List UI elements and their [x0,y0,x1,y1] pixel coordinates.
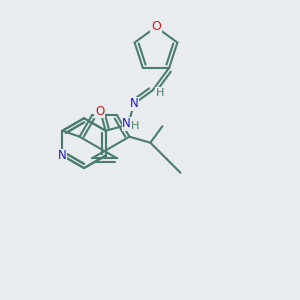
Text: H: H [156,88,164,98]
Text: O: O [151,20,161,34]
Text: N: N [58,149,67,162]
Text: O: O [95,105,104,118]
Text: H: H [131,121,140,131]
Text: N: N [130,97,139,110]
Text: N: N [122,117,131,130]
